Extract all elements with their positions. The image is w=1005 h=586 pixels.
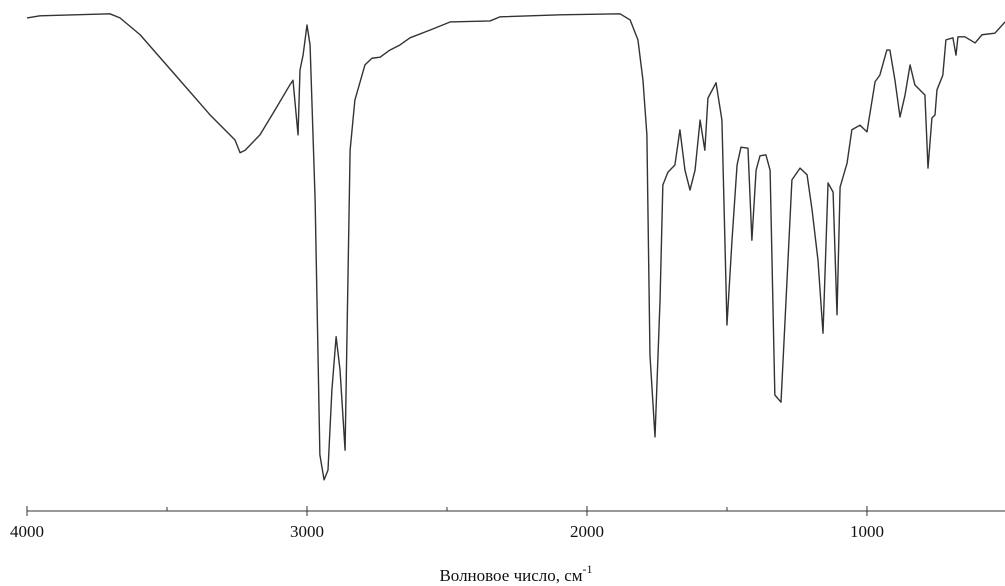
x-tick-label: 3000 — [290, 522, 324, 541]
x-tick-label: 2000 — [570, 522, 604, 541]
x-axis-label-sup: -1 — [583, 562, 593, 576]
spectrum-line — [26, 13, 1005, 481]
x-axis-label-text: Волновое число, см — [439, 566, 582, 585]
x-tick-label: 1000 — [850, 522, 884, 541]
x-tick-label: 4000 — [10, 522, 44, 541]
x-axis-label: Волновое число, см-1 — [439, 562, 592, 585]
